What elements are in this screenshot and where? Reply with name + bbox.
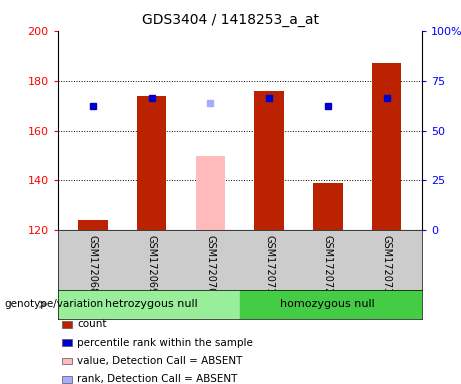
Text: rank, Detection Call = ABSENT: rank, Detection Call = ABSENT (77, 374, 237, 384)
Bar (137, 96, 166, 230)
Text: GSM172071: GSM172071 (264, 235, 274, 295)
Bar (62, 339, 72, 346)
Bar (62, 376, 72, 383)
Text: GSM172072: GSM172072 (323, 235, 333, 295)
Text: GDS3404 / 1418253_a_at: GDS3404 / 1418253_a_at (142, 13, 319, 27)
Text: GSM172070: GSM172070 (205, 235, 215, 295)
Text: GSM172073: GSM172073 (382, 235, 391, 295)
Text: value, Detection Call = ABSENT: value, Detection Call = ABSENT (77, 356, 242, 366)
Bar (254, 91, 284, 230)
Bar (240, 290, 422, 319)
Bar (195, 156, 225, 230)
Bar (62, 321, 72, 328)
Text: GSM172069: GSM172069 (147, 235, 157, 294)
Text: GSM172068: GSM172068 (88, 235, 98, 294)
Text: count: count (77, 319, 106, 329)
Text: genotype/variation: genotype/variation (5, 299, 104, 310)
Bar (313, 183, 343, 230)
Text: homozygous null: homozygous null (280, 299, 375, 310)
Bar (62, 358, 72, 364)
Bar (78, 220, 107, 230)
Text: hetrozygous null: hetrozygous null (105, 299, 198, 310)
Bar (372, 63, 401, 230)
Bar (58, 290, 240, 319)
Text: percentile rank within the sample: percentile rank within the sample (77, 338, 253, 348)
